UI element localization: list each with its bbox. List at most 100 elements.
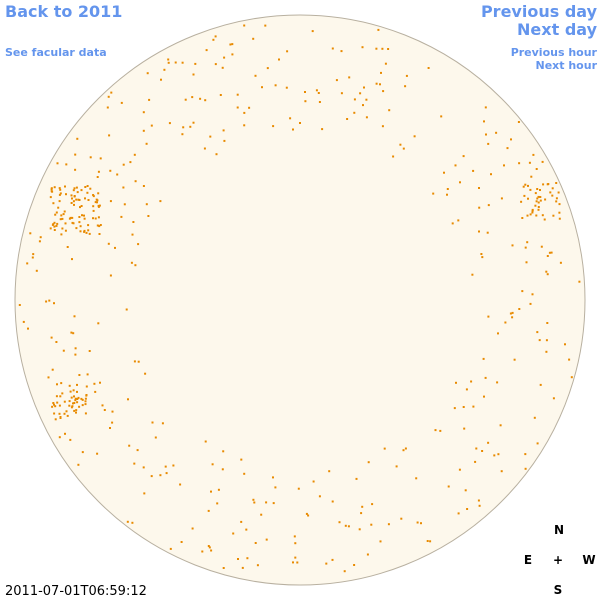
facula [107,242,110,245]
facula [289,117,292,120]
facula [145,142,148,145]
facula [413,135,416,138]
facula [133,360,136,363]
facula [53,229,56,231]
facula [535,214,538,217]
facula [558,217,561,220]
facula [84,197,86,200]
facula [208,546,211,549]
next-day-link[interactable]: Next day [517,20,598,39]
facula [76,401,79,404]
facula [75,186,78,189]
facula [318,101,321,103]
facula [343,570,346,573]
facula [286,50,289,53]
facula [278,58,280,61]
facula [455,381,457,384]
facula [58,404,61,407]
facula [107,95,110,98]
facula [361,505,364,508]
facula [243,124,246,127]
facula [353,98,356,101]
facula [134,264,137,267]
facula [315,89,318,92]
data-link[interactable]: See facular data [5,46,107,59]
facula [97,170,100,173]
facula [204,99,207,102]
facula [96,224,99,227]
facula [305,512,308,515]
facula [77,396,80,399]
compass-east: E [524,553,532,567]
facula [555,197,558,200]
previous-day-link[interactable]: Previous day [481,2,598,21]
facula [172,464,175,467]
facula [49,196,52,199]
facula [39,236,42,239]
previous-hour-link[interactable]: Previous hour [511,46,598,59]
facula [517,121,520,123]
back-link[interactable]: Back to 2011 [5,2,122,21]
facula [122,186,125,189]
facula [365,98,368,101]
facula [94,390,97,393]
facula [232,532,235,535]
facula [84,400,87,403]
facula [60,214,63,217]
facula [266,67,269,70]
facula [402,147,405,150]
facula [70,406,73,409]
facula [550,251,553,254]
facula [85,394,88,396]
facula [86,373,89,376]
facula [81,398,84,401]
compass-south: S [554,583,563,597]
facula [55,395,58,398]
facula [543,218,546,221]
facula [59,218,62,221]
facula [160,78,162,81]
facula [181,61,184,64]
facula [366,553,369,556]
facula [97,216,100,219]
facula [296,561,299,564]
facula [64,185,66,188]
facula [35,269,38,272]
facula [97,322,100,325]
facula [221,468,224,471]
facula [222,129,225,132]
facula [167,61,170,64]
facula [221,66,224,69]
facula [45,300,48,303]
facula [78,221,81,224]
facula [256,564,259,567]
facula [87,224,90,227]
facula [447,485,450,488]
next-hour-link[interactable]: Next hour [536,59,598,72]
facula [59,416,62,418]
facula [85,231,88,234]
facula [458,468,461,471]
facula [73,402,76,404]
facula [499,424,502,427]
facula [76,383,78,386]
facula [365,116,368,119]
facula [145,203,148,206]
facula [69,390,72,393]
facula [387,48,390,50]
facula [56,222,59,225]
facula [63,400,66,403]
facula [265,501,268,504]
facula [75,198,78,201]
facula [420,522,422,525]
facula [478,206,481,209]
facula [59,192,62,195]
facula [80,397,83,400]
facula [80,205,83,207]
facula [503,164,505,167]
facula [61,217,64,220]
facula [260,513,263,516]
facula [134,180,137,183]
facula [18,304,21,306]
